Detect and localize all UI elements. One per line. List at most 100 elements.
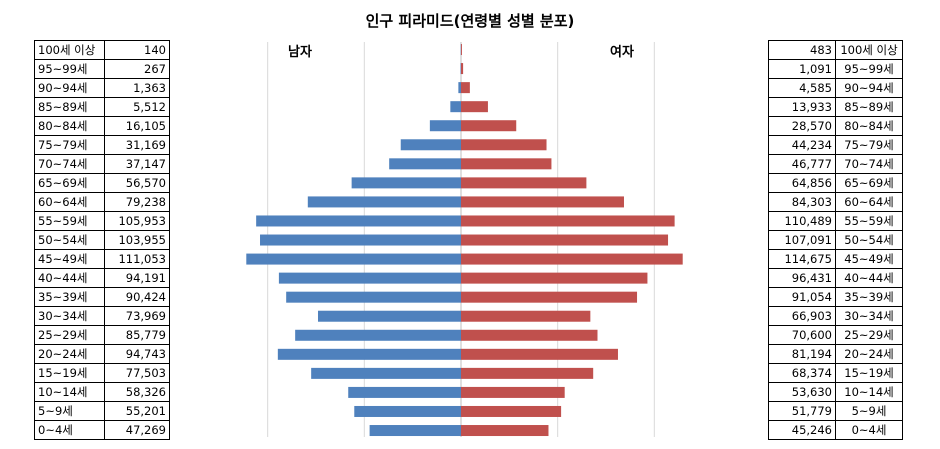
male-table-row: 0~4세 47,269	[34, 420, 170, 440]
female-table-row: 107,091 50~54세	[768, 230, 903, 250]
age-group-label: 40~44세	[835, 268, 903, 288]
male-population-value: 77,503	[104, 363, 170, 383]
female-population-value: 13,933	[768, 97, 836, 117]
female-population-value: 53,630	[768, 382, 836, 402]
age-group-label: 100세 이상	[34, 40, 105, 60]
male-bar	[354, 405, 461, 417]
female-bar	[461, 405, 562, 417]
male-bar	[351, 177, 461, 189]
age-group-label: 100세 이상	[835, 40, 903, 60]
female-bar	[461, 139, 547, 151]
male-population-value: 47,269	[104, 420, 170, 440]
female-bar	[461, 158, 552, 170]
age-group-label: 45~49세	[34, 249, 105, 269]
male-bar	[429, 120, 461, 132]
age-group-label: 20~24세	[34, 344, 105, 364]
female-table-row: 53,630 10~14세	[768, 382, 903, 402]
male-population-value: 105,953	[104, 211, 170, 231]
male-population-value: 16,105	[104, 116, 170, 136]
male-bar	[400, 139, 461, 151]
age-group-label: 30~34세	[835, 306, 903, 326]
chart-title: 인구 피라미드(연령별 성별 분포)	[365, 12, 575, 30]
female-bar	[461, 329, 598, 341]
male-population-value: 5,512	[104, 97, 170, 117]
female-bar	[461, 101, 488, 113]
male-table-row: 10~14세 58,326	[34, 382, 170, 402]
age-group-label: 10~14세	[835, 382, 903, 402]
male-table-row: 75~79세 31,169	[34, 135, 170, 155]
female-table-row: 110,489 55~59세	[768, 211, 903, 231]
female-bar	[461, 120, 517, 132]
male-bar	[295, 329, 461, 341]
age-group-label: 85~89세	[835, 97, 903, 117]
female-table-row: 66,903 30~34세	[768, 306, 903, 326]
male-table-row: 90~94세 1,363	[34, 78, 170, 98]
age-group-label: 0~4세	[835, 420, 903, 440]
female-bar	[461, 272, 648, 284]
female-population-value: 44,234	[768, 135, 836, 155]
female-bar	[461, 234, 669, 246]
female-table-row: 91,054 35~39세	[768, 287, 903, 307]
female-data-table: 483 100세 이상 1,091 95~99세 4,585 90~94세 13,933 85…	[768, 40, 903, 440]
female-bar	[461, 291, 638, 303]
male-population-value: 111,053	[104, 249, 170, 269]
female-table-row: 4,585 90~94세	[768, 78, 903, 98]
age-group-label: 80~84세	[34, 116, 105, 136]
age-group-label: 50~54세	[34, 230, 105, 250]
female-population-value: 64,856	[768, 173, 836, 193]
male-bar	[307, 196, 461, 208]
female-table-row: 46,777 70~74세	[768, 154, 903, 174]
male-bar	[348, 386, 461, 398]
female-population-value: 45,246	[768, 420, 836, 440]
male-population-value: 140	[104, 40, 170, 60]
female-table-row: 1,091 95~99세	[768, 59, 903, 79]
female-bar	[461, 177, 587, 189]
female-population-value: 107,091	[768, 230, 836, 250]
female-bar	[461, 63, 464, 75]
female-table-row: 28,570 80~84세	[768, 116, 903, 136]
male-bar	[256, 215, 461, 227]
male-bar	[260, 234, 461, 246]
male-bar	[458, 82, 461, 94]
male-bar	[311, 367, 461, 379]
male-table-row: 70~74세 37,147	[34, 154, 170, 174]
female-bar	[461, 44, 462, 56]
male-table-row: 80~84세 16,105	[34, 116, 170, 136]
male-table-row: 20~24세 94,743	[34, 344, 170, 364]
male-bar	[286, 291, 461, 303]
female-population-value: 46,777	[768, 154, 836, 174]
female-bar	[461, 253, 683, 265]
male-table-row: 55~59세 105,953	[34, 211, 170, 231]
female-population-value: 66,903	[768, 306, 836, 326]
male-bar	[460, 63, 461, 75]
female-population-value: 91,054	[768, 287, 836, 307]
age-group-label: 65~69세	[34, 173, 105, 193]
male-table-row: 5~9세 55,201	[34, 401, 170, 421]
age-group-label: 0~4세	[34, 420, 105, 440]
female-bar	[461, 425, 549, 437]
male-bar	[369, 425, 461, 437]
male-bar	[389, 158, 461, 170]
male-table-row: 45~49세 111,053	[34, 249, 170, 269]
female-bar	[461, 386, 565, 398]
age-group-label: 35~39세	[835, 287, 903, 307]
male-population-value: 1,363	[104, 78, 170, 98]
age-group-label: 5~9세	[835, 401, 903, 421]
male-bar	[277, 348, 461, 360]
female-table-row: 483 100세 이상	[768, 40, 903, 60]
age-group-label: 95~99세	[835, 59, 903, 79]
female-table-row: 84,303 60~64세	[768, 192, 903, 212]
female-table-row: 45,246 0~4세	[768, 420, 903, 440]
female-bar	[461, 367, 594, 379]
male-table-row: 15~19세 77,503	[34, 363, 170, 383]
age-group-label: 50~54세	[835, 230, 903, 250]
female-series-label: 여자	[610, 44, 634, 60]
male-bar	[450, 101, 461, 113]
male-bar	[278, 272, 461, 284]
age-group-label: 70~74세	[835, 154, 903, 174]
male-series-label: 남자	[288, 44, 312, 60]
male-bar	[246, 253, 461, 265]
female-bar	[461, 310, 591, 322]
female-table-row: 13,933 85~89세	[768, 97, 903, 117]
